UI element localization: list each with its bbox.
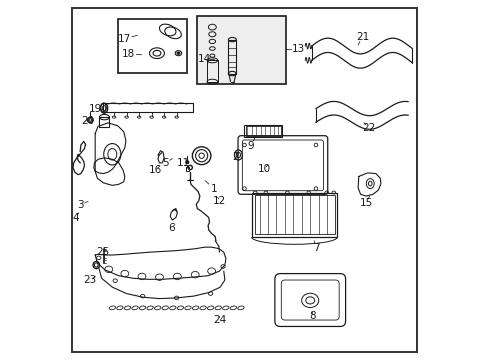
Bar — [244, 125, 282, 137]
Text: 19: 19 — [88, 104, 102, 113]
Text: 24: 24 — [212, 315, 225, 325]
Text: 25: 25 — [96, 247, 109, 257]
Bar — [103, 103, 192, 112]
Text: 7: 7 — [312, 243, 319, 253]
Text: 6: 6 — [167, 223, 174, 233]
Bar — [185, 167, 189, 171]
Text: 13: 13 — [291, 44, 304, 54]
Ellipse shape — [177, 52, 180, 54]
Bar — [228, 40, 236, 73]
Text: 1: 1 — [210, 184, 217, 194]
Text: 12: 12 — [212, 197, 225, 206]
Text: 11: 11 — [177, 158, 190, 168]
Text: 17: 17 — [117, 34, 130, 44]
Bar — [251, 193, 337, 237]
Text: 8: 8 — [308, 311, 315, 321]
Text: 22: 22 — [362, 123, 375, 133]
Text: 3: 3 — [77, 200, 83, 210]
Text: 16: 16 — [148, 165, 162, 175]
Ellipse shape — [185, 161, 188, 163]
Text: 20: 20 — [81, 116, 94, 126]
Bar — [118, 18, 187, 73]
Text: 15: 15 — [359, 198, 372, 208]
Bar — [254, 195, 334, 234]
Text: 2: 2 — [232, 152, 239, 162]
Text: 9: 9 — [247, 141, 254, 151]
Text: 23: 23 — [83, 275, 97, 285]
Bar — [206, 60, 217, 82]
Text: 14: 14 — [198, 54, 211, 64]
Text: 18: 18 — [122, 49, 135, 59]
Bar — [245, 126, 280, 136]
Bar — [99, 117, 109, 127]
Text: 5: 5 — [163, 158, 169, 168]
Text: 10: 10 — [257, 164, 270, 174]
Text: 21: 21 — [355, 32, 368, 42]
Text: 4: 4 — [72, 212, 79, 222]
Bar — [197, 16, 285, 84]
